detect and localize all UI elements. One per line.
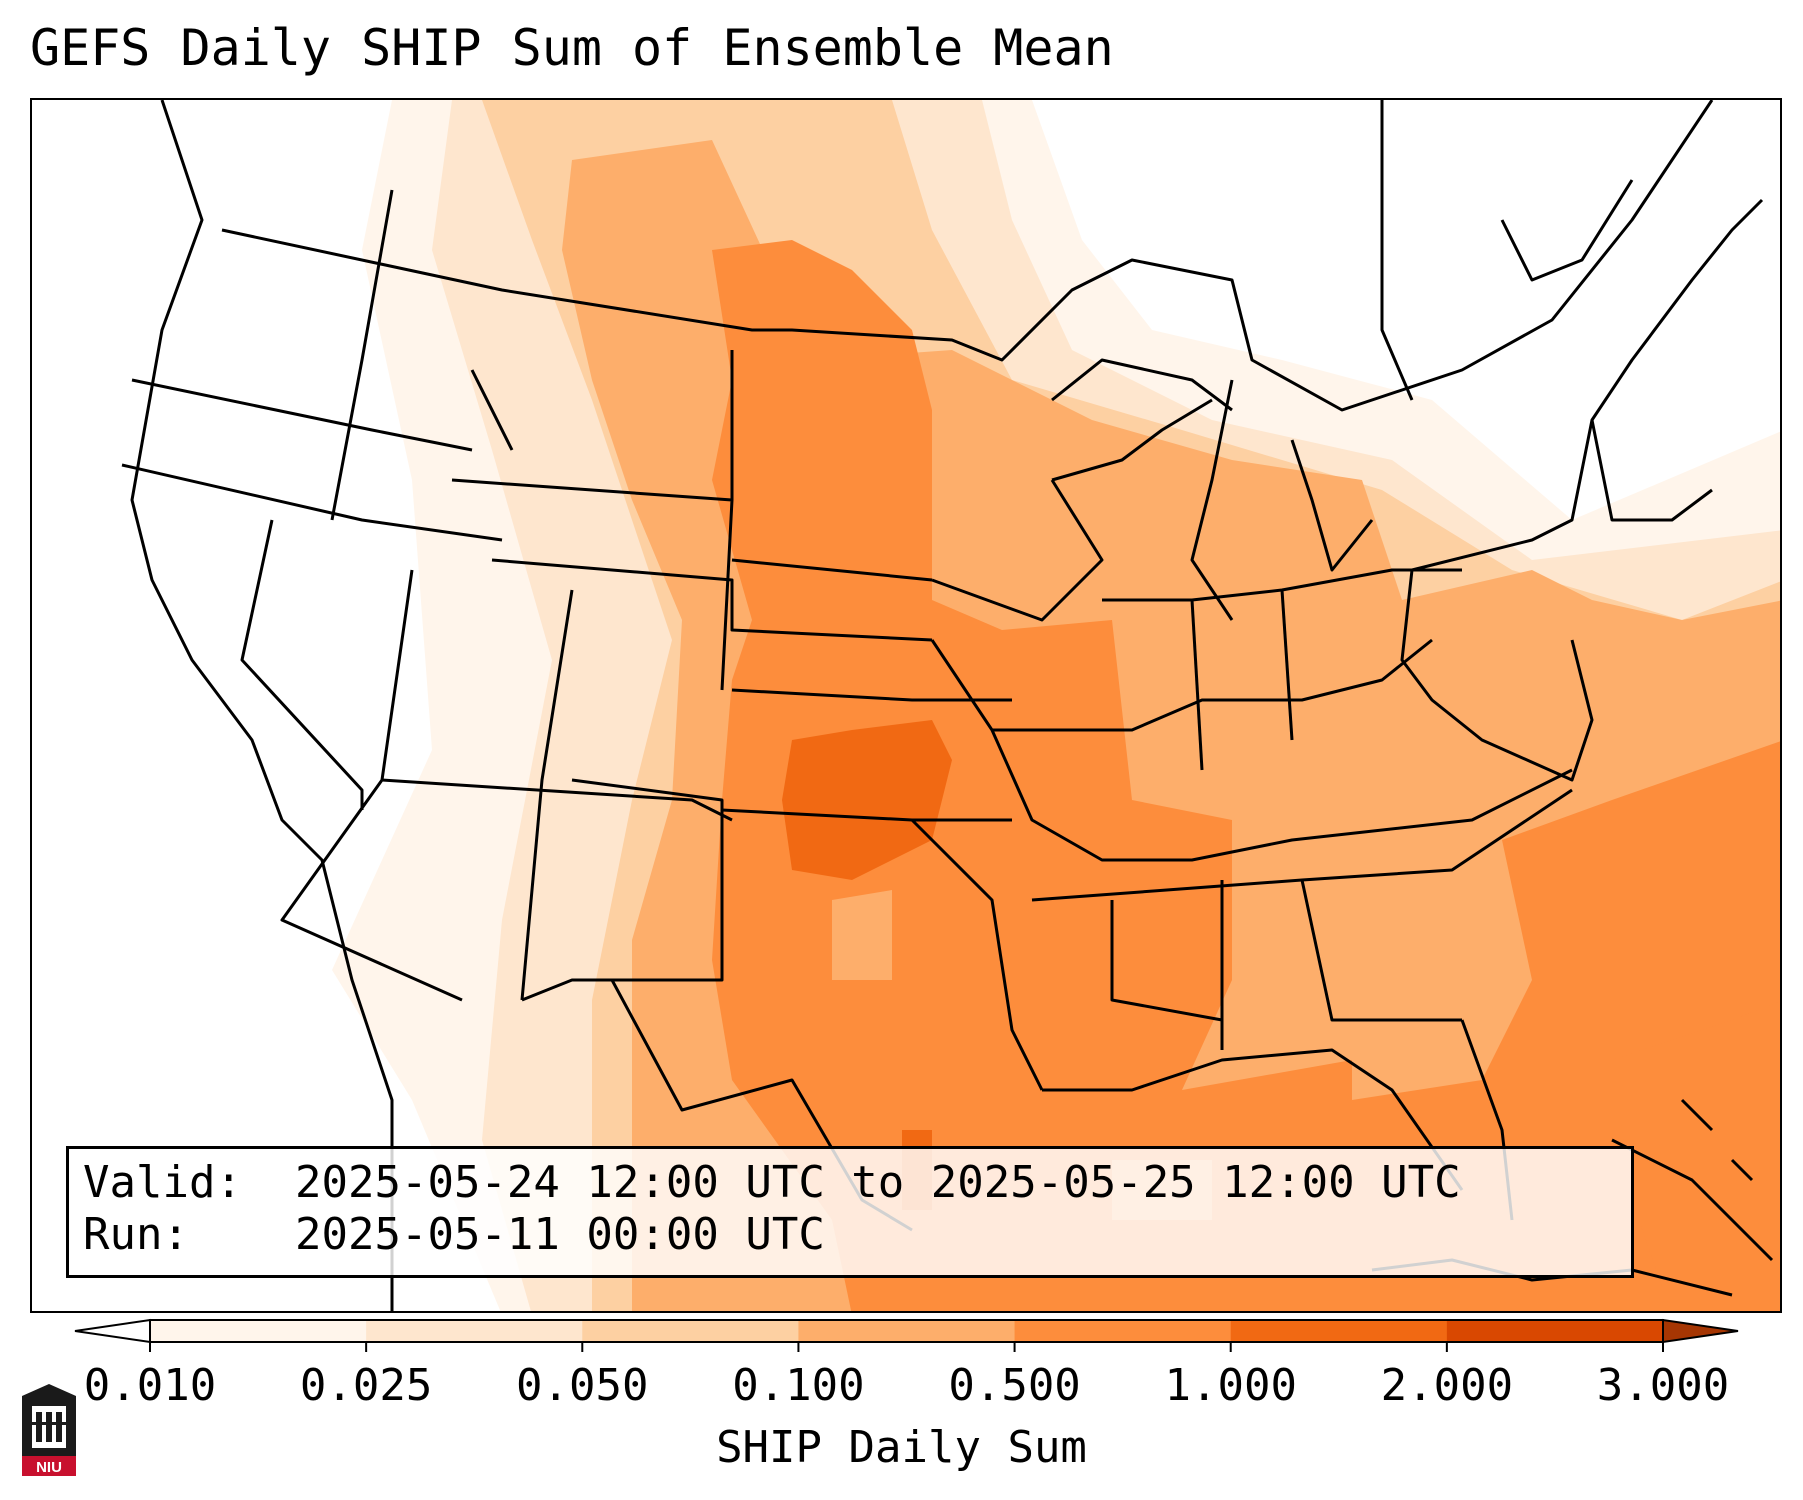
colorbar-bin — [582, 1320, 799, 1342]
colorbar-tick-label: 3.000 — [1597, 1360, 1729, 1411]
colorbar-bin — [798, 1320, 1016, 1342]
colorbar: 0.010 0.025 0.050 0.100 0.500 1.000 2.000 3.000 — [74, 1318, 1739, 1411]
colorbar-ticks: 0.010 0.025 0.050 0.100 0.500 1.000 2.000 3.000 — [84, 1342, 1729, 1411]
colorbar-tick-label: 0.010 — [84, 1360, 216, 1411]
colorbar-title: SHIP Daily Sum — [716, 1422, 1087, 1473]
colorbar-under-arrow — [74, 1318, 151, 1344]
colorbar-tick-label: 0.050 — [516, 1360, 648, 1411]
colorbar-tick-label: 2.000 — [1381, 1360, 1513, 1411]
run-value: 2025-05-11 00:00 UTC — [295, 1209, 825, 1260]
colorbar-tick-label: 0.100 — [732, 1360, 864, 1411]
map-boundaries — [121, 100, 1774, 1311]
colorbar-bin — [1014, 1320, 1232, 1342]
run-label: Run: — [83, 1209, 189, 1260]
niu-logo: NIU — [22, 1384, 76, 1476]
colorbar-tick-label: 0.025 — [300, 1360, 432, 1411]
map-area — [121, 100, 1780, 1311]
colorbar-tick-label: 0.500 — [948, 1360, 1080, 1411]
colorbar-over-arrow — [1662, 1318, 1739, 1344]
ship-shading — [332, 100, 1780, 1311]
run-line: Run: 2025-05-11 00:00 UTC — [83, 1209, 1631, 1261]
colorbar-bin — [1446, 1320, 1664, 1342]
valid-line: Valid: 2025-05-24 12:00 UTC to 2025-05-25… — [83, 1157, 1631, 1209]
svg-text:NIU: NIU — [36, 1459, 62, 1476]
colorbar-bin — [150, 1320, 367, 1342]
colorbar-bins — [74, 1318, 1739, 1344]
colorbar-outline — [149, 1319, 1664, 1343]
colorbar-bin — [1230, 1320, 1448, 1342]
valid-run-info-box: Valid: 2025-05-24 12:00 UTC to 2025-05-25… — [66, 1146, 1634, 1278]
colorbar-bin — [366, 1320, 583, 1342]
map-title: GEFS Daily SHIP Sum of Ensemble Mean — [30, 19, 1114, 77]
valid-value: 2025-05-24 12:00 UTC to 2025-05-25 12:00… — [295, 1157, 1461, 1208]
map-frame — [30, 98, 1782, 1313]
colorbar-tick-label: 1.000 — [1164, 1360, 1296, 1411]
valid-label: Valid: — [83, 1157, 242, 1208]
